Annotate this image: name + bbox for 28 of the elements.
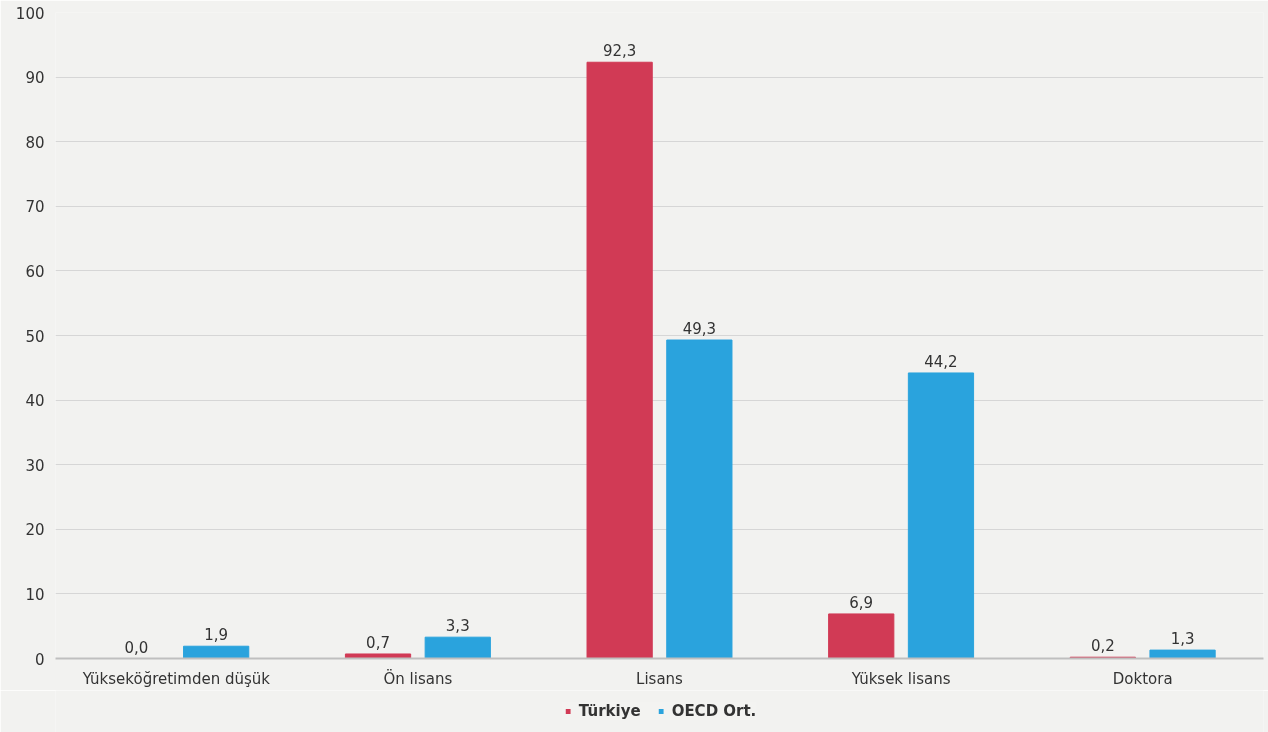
legend-label: OECD Ort.	[671, 702, 757, 720]
y-tick-label: 80	[25, 133, 45, 152]
x-tick-label: Lisans	[636, 669, 684, 688]
y-tick-label: 40	[25, 392, 45, 411]
y-tick-label: 60	[25, 262, 45, 281]
y-tick-label: 20	[25, 521, 45, 540]
data-label: 44,2	[924, 352, 958, 371]
y-tick-label: 50	[25, 327, 45, 346]
x-tick-label: Yükseköğretimden düşük	[81, 669, 271, 688]
y-tick-label: 0	[34, 650, 45, 669]
y-tick-label: 100	[15, 4, 45, 23]
data-label: 6,9	[849, 593, 874, 612]
y-tick-label: 70	[25, 198, 45, 217]
data-label: 0,2	[1090, 637, 1115, 656]
y-tick-label: 30	[25, 456, 45, 475]
data-label: 0,7	[366, 633, 390, 652]
data-label: 3,3	[445, 617, 470, 636]
data-label: 1,9	[204, 626, 229, 645]
data-label: 92,3	[602, 42, 637, 61]
data-label: 1,3	[1170, 630, 1195, 649]
x-tick-label: Ön lisans	[383, 668, 453, 688]
x-tick-label: Yüksek lisans	[850, 669, 951, 688]
legend-label: Türkiye	[578, 702, 641, 720]
y-tick-label: 10	[25, 585, 45, 604]
y-tick-label: 90	[25, 69, 45, 88]
data-label: 49,3	[682, 320, 717, 339]
data-label: 0,0	[124, 638, 149, 657]
x-tick-label: Doktora	[1112, 669, 1173, 688]
